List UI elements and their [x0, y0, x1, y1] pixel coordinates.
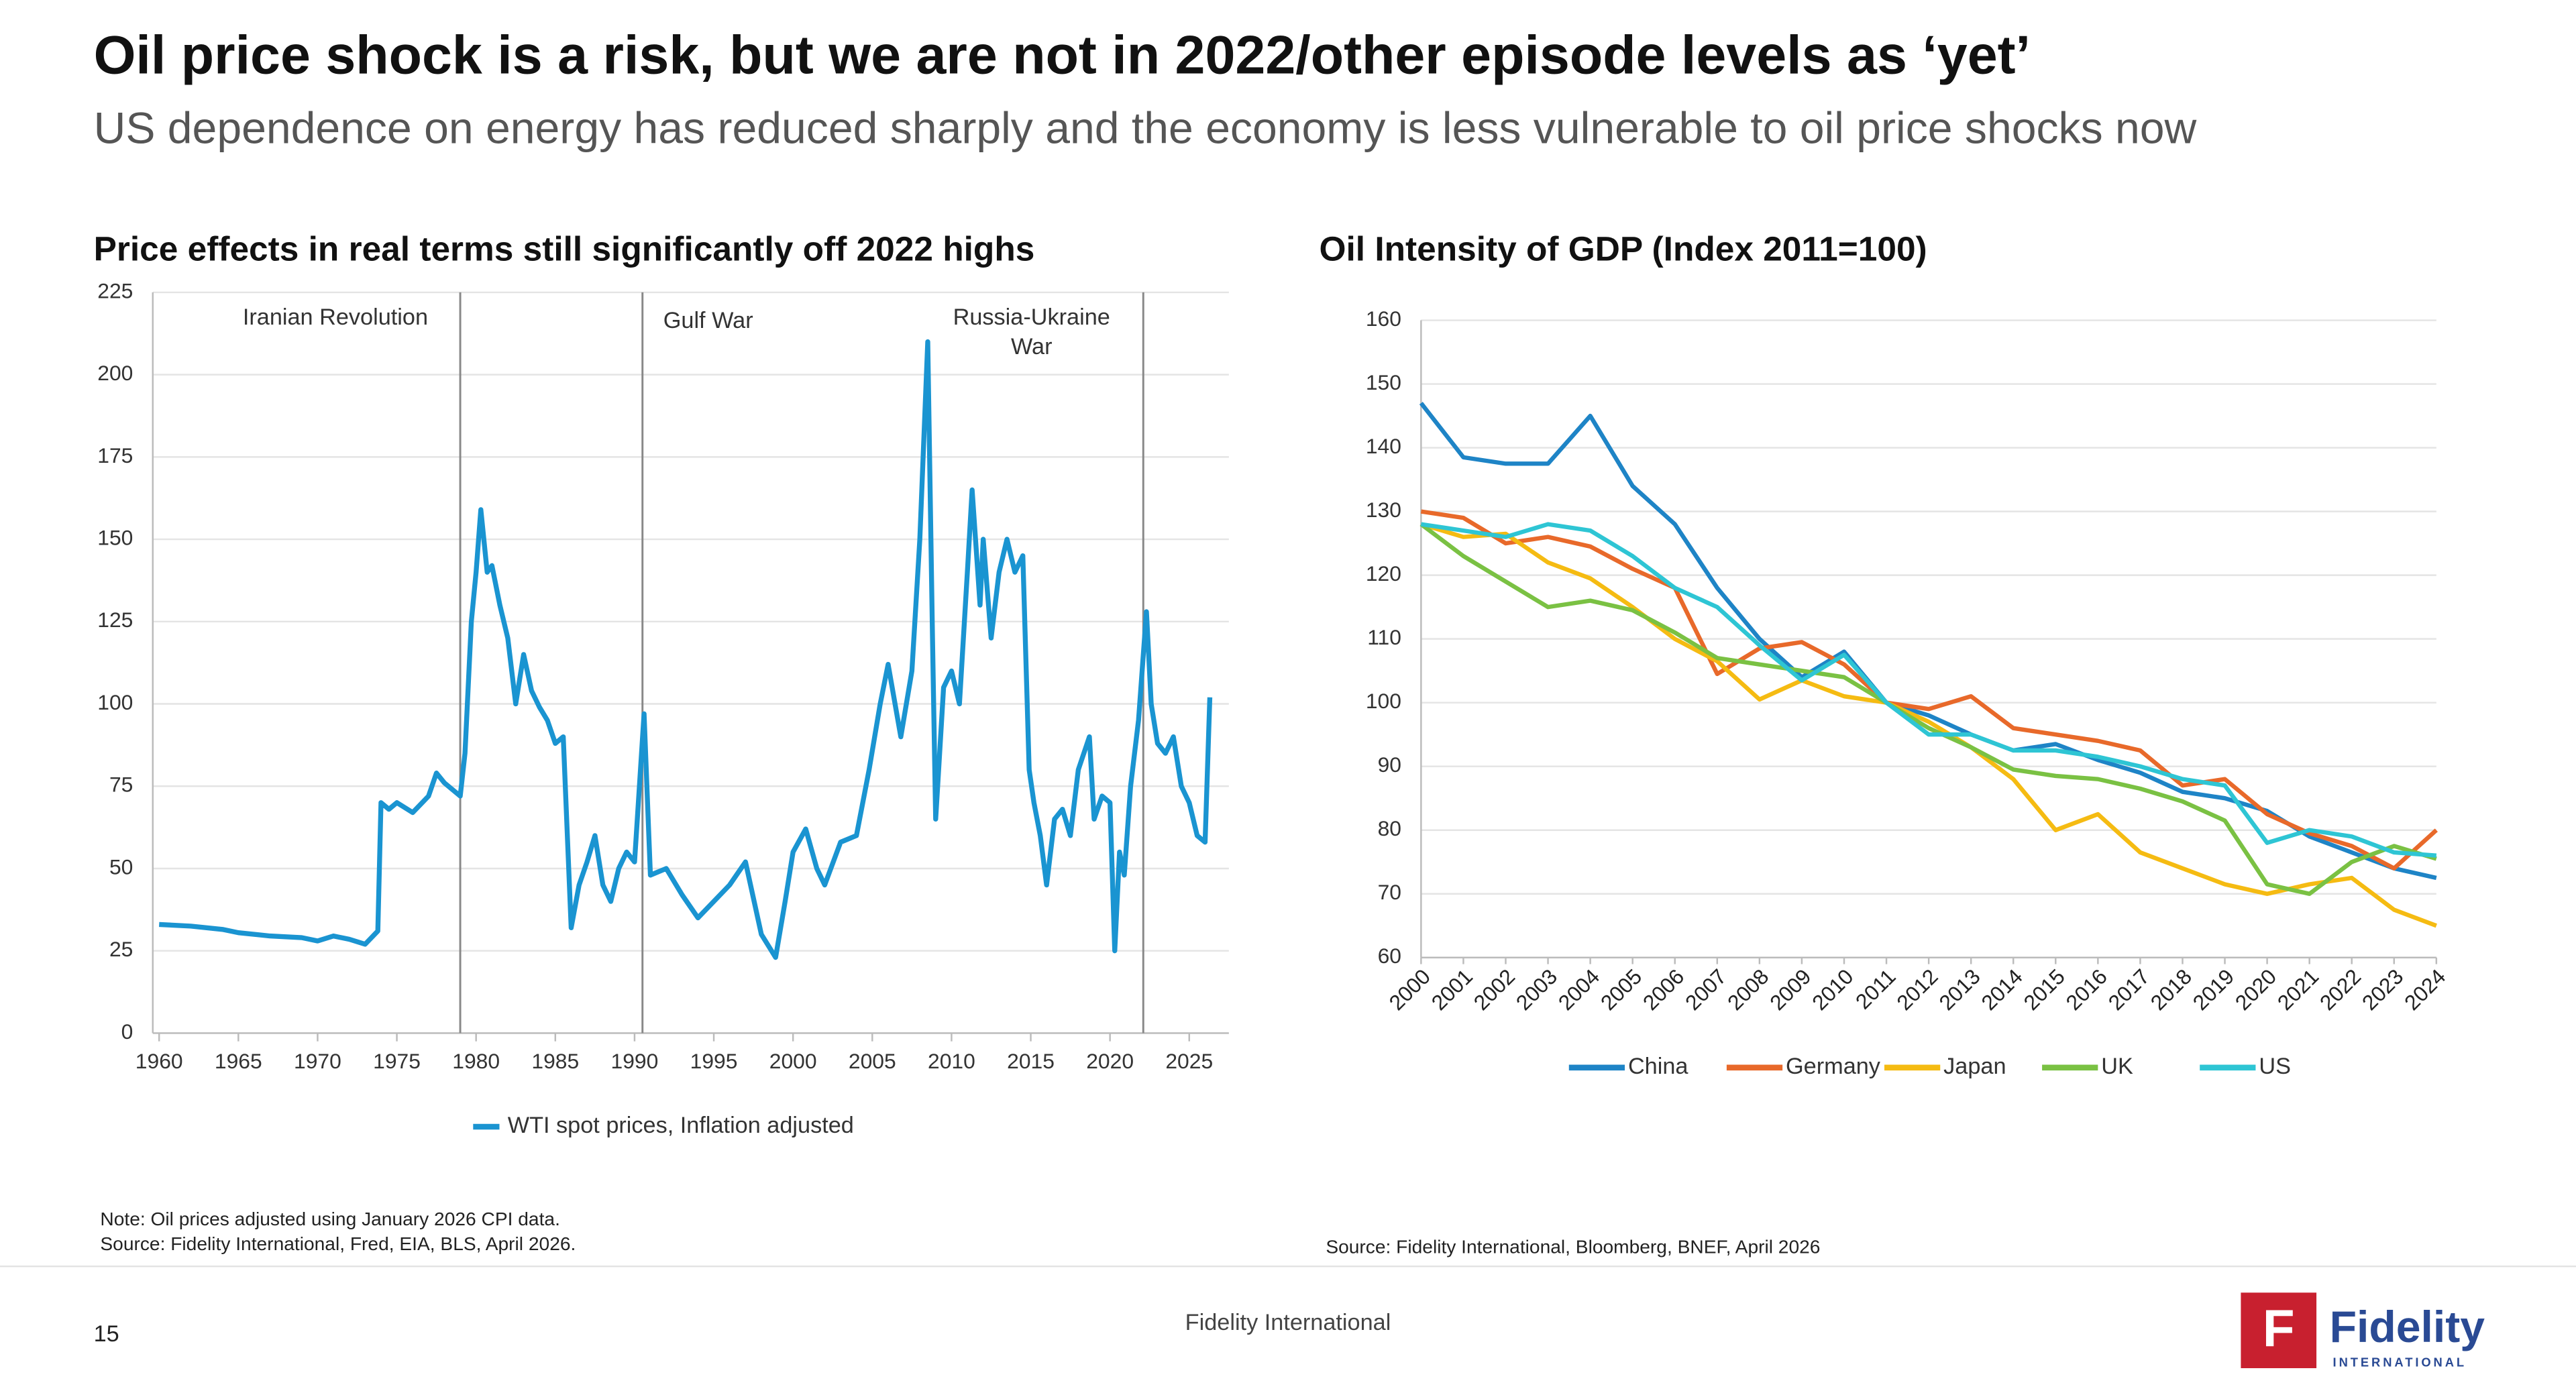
x-tick-label: 2008	[1723, 964, 1774, 1015]
legend-label: Japan	[1943, 1054, 2006, 1079]
legend-label: China	[1628, 1054, 1688, 1079]
x-tick-label: 2019	[2188, 964, 2239, 1015]
y-tick-label: 120	[1366, 561, 1401, 585]
x-tick-label: 2000	[1385, 964, 1436, 1015]
legend-label: Germany	[1786, 1054, 1881, 1079]
y-tick-label: 100	[1366, 689, 1401, 713]
x-tick-label: 2014	[1976, 964, 2027, 1015]
x-tick-label: 2018	[2146, 964, 2197, 1015]
series-line	[1419, 522, 2437, 896]
logo-mark: F	[2263, 1298, 2295, 1357]
y-tick-label: 140	[1366, 434, 1401, 458]
x-tick-label: 2005	[1596, 964, 1647, 1015]
x-tick-label: 1995	[690, 1049, 738, 1073]
x-tick-label: 2011	[1851, 964, 1900, 1014]
x-tick-label: 2001	[1427, 964, 1478, 1015]
x-tick-label: 2007	[1680, 964, 1731, 1015]
x-tick-label: 1985	[531, 1049, 579, 1073]
y-tick-label: 175	[97, 443, 133, 467]
event-label: War	[1011, 334, 1053, 359]
y-tick-label: 150	[1366, 370, 1401, 394]
chart-title: Oil Intensity of GDP (Index 2011=100)	[1320, 229, 1927, 268]
x-tick-label: 1960	[136, 1049, 183, 1073]
chart-note: Note: Oil prices adjusted using January …	[100, 1209, 560, 1229]
x-tick-label: 2015	[1007, 1049, 1055, 1073]
x-tick-label: 2016	[2061, 964, 2112, 1015]
series-line	[1420, 509, 2438, 871]
x-tick-label: 1970	[294, 1049, 341, 1073]
chart-title: Price effects in real terms still signif…	[94, 229, 1035, 268]
x-tick-label: 2013	[1934, 964, 1985, 1015]
x-tick-label: 2010	[1807, 964, 1858, 1015]
x-tick-label: 2021	[2273, 964, 2324, 1015]
y-tick-label: 0	[121, 1019, 133, 1044]
x-tick-label: 2024	[2400, 964, 2451, 1015]
x-tick-label: 1990	[611, 1049, 659, 1073]
y-tick-label: 150	[97, 525, 133, 549]
x-tick-label: 1980	[452, 1049, 500, 1073]
x-tick-label: 2023	[2357, 964, 2408, 1015]
y-tick-label: 80	[1378, 816, 1401, 840]
x-tick-label: 2005	[849, 1049, 896, 1073]
x-tick-label: 2000	[769, 1049, 817, 1073]
y-tick-label: 75	[109, 773, 133, 797]
x-tick-label: 2017	[2104, 964, 2155, 1015]
x-tick-label: 2003	[1511, 964, 1562, 1015]
series-line	[1420, 522, 2437, 858]
footer-text: Fidelity International	[1185, 1310, 1391, 1335]
slide-subtitle: US dependence on energy has reduced shar…	[94, 103, 2197, 153]
event-label: Iranian Revolution	[243, 304, 428, 330]
y-tick-label: 50	[109, 854, 133, 879]
slide-title: Oil price shock is a risk, but we are no…	[94, 25, 2031, 86]
x-tick-label: 2020	[2231, 964, 2282, 1015]
y-tick-label: 225	[97, 278, 133, 302]
legend-label: US	[2259, 1054, 2291, 1079]
x-tick-label: 1975	[373, 1049, 421, 1073]
y-tick-label: 25	[109, 937, 133, 961]
legend-label: UK	[2101, 1054, 2133, 1079]
x-tick-label: 2004	[1554, 964, 1605, 1015]
y-tick-label: 110	[1367, 625, 1401, 649]
event-label: Russia-Ukraine	[953, 304, 1110, 330]
x-tick-label: 2022	[2315, 964, 2366, 1015]
x-tick-label: 2025	[1165, 1049, 1213, 1073]
y-tick-label: 60	[1378, 944, 1401, 968]
logo-mark-bg	[2241, 1292, 2317, 1369]
y-tick-label: 160	[1366, 306, 1401, 331]
x-tick-label: 1965	[215, 1049, 262, 1073]
y-tick-label: 90	[1378, 752, 1401, 777]
x-tick-label: 2006	[1638, 964, 1689, 1015]
x-tick-label: 2002	[1469, 964, 1520, 1015]
chart-note: Source: Fidelity International, Fred, EI…	[100, 1233, 576, 1254]
x-tick-label: 2012	[1892, 964, 1943, 1015]
y-tick-label: 200	[97, 361, 133, 385]
x-tick-label: 2015	[2019, 964, 2070, 1015]
x-tick-label: 2010	[928, 1049, 975, 1073]
x-tick-label: 2009	[1765, 964, 1816, 1015]
page-number: 15	[94, 1321, 119, 1347]
chart-note: Source: Fidelity International, Bloomber…	[1326, 1237, 1820, 1258]
y-tick-label: 70	[1378, 880, 1401, 904]
event-label: Gulf War	[663, 308, 753, 333]
logo-sub: INTERNATIONAL	[2333, 1355, 2467, 1370]
y-tick-label: 130	[1366, 498, 1401, 522]
series-line	[159, 339, 1213, 960]
y-tick-label: 100	[97, 690, 133, 714]
series-line	[1419, 402, 2437, 881]
logo-name: Fidelity	[2330, 1302, 2485, 1352]
x-tick-label: 2020	[1086, 1049, 1134, 1073]
series-line	[1420, 522, 2437, 928]
y-tick-label: 125	[97, 608, 133, 632]
legend-label: WTI spot prices, Inflation adjusted	[508, 1113, 854, 1138]
